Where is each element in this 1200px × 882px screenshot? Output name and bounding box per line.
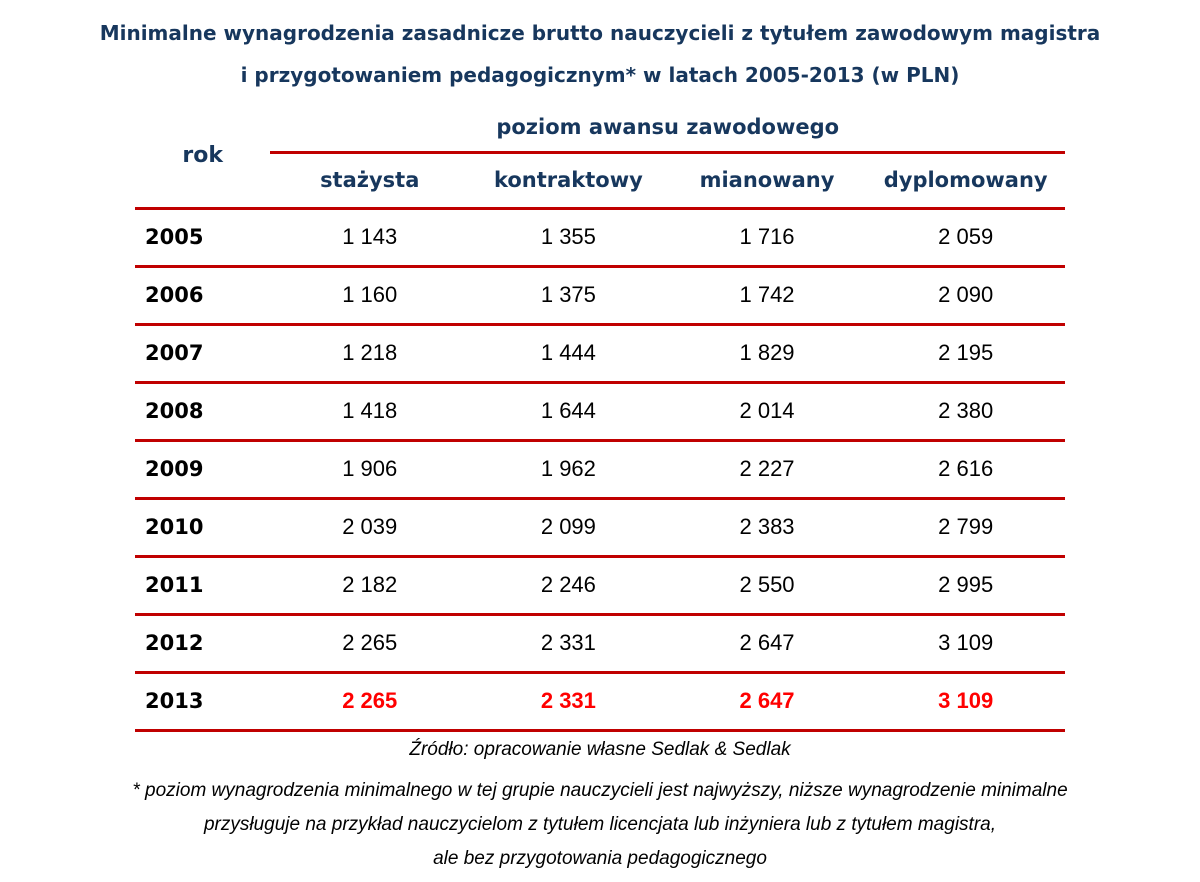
value-cell: 2 195 xyxy=(866,324,1065,384)
value-cell: 2 059 xyxy=(866,208,1065,268)
value-cell: 2 099 xyxy=(469,498,668,558)
value-cell: 1 218 xyxy=(270,324,470,384)
table-row: 2006 1 160 1 375 1 742 2 090 xyxy=(135,266,1065,326)
value-cell: 2 647 xyxy=(667,614,867,674)
value-cell: 2 265 xyxy=(270,672,470,732)
title-line-2: i przygotowaniem pedagogicznym* w latach… xyxy=(240,63,960,87)
table-row: 2005 1 143 1 355 1 716 2 059 xyxy=(135,208,1065,268)
value-cell: 2 616 xyxy=(866,440,1065,500)
title-line-1: Minimalne wynagrodzenia zasadnicze brutt… xyxy=(99,21,1101,45)
year-cell: 2008 xyxy=(135,382,271,442)
value-cell: 3 109 xyxy=(866,614,1065,674)
value-cell: 2 331 xyxy=(469,672,668,732)
footnote-line-1: * poziom wynagrodzenia minimalnego w tej… xyxy=(132,779,1068,801)
value-cell: 1 742 xyxy=(667,266,867,326)
value-cell: 1 355 xyxy=(469,208,668,268)
value-cell: 3 109 xyxy=(866,672,1065,732)
value-cell: 2 550 xyxy=(667,556,867,616)
value-cell: 2 995 xyxy=(866,556,1065,616)
row-header-rok: rok xyxy=(135,104,271,210)
value-cell: 2 331 xyxy=(469,614,668,674)
year-cell: 2012 xyxy=(135,614,271,674)
value-cell: 1 716 xyxy=(667,208,867,268)
table-row: 2011 2 182 2 246 2 550 2 995 xyxy=(135,556,1065,616)
column-header-stazysta: stażysta xyxy=(270,152,470,210)
value-cell: 2 014 xyxy=(667,382,867,442)
year-cell: 2011 xyxy=(135,556,271,616)
column-header-kontraktowy: kontraktowy xyxy=(469,152,668,210)
source-note: Źródło: opracowanie własne Sedlak & Sedl… xyxy=(409,738,791,760)
year-cell: 2010 xyxy=(135,498,271,558)
year-cell: 2007 xyxy=(135,324,271,384)
value-cell: 2 380 xyxy=(866,382,1065,442)
footnote: * poziom wynagrodzenia minimalnego w tej… xyxy=(0,774,1200,876)
value-cell: 1 906 xyxy=(270,440,470,500)
table-row-highlight-2013: 2013 2 265 2 331 2 647 3 109 xyxy=(135,672,1065,732)
value-cell: 1 160 xyxy=(270,266,470,326)
value-cell: 1 962 xyxy=(469,440,668,500)
table-row: 2009 1 906 1 962 2 227 2 616 xyxy=(135,440,1065,500)
value-cell: 2 039 xyxy=(270,498,470,558)
group-header-poziom-awansu: poziom awansu zawodowego xyxy=(270,104,1065,154)
value-cell: 1 143 xyxy=(270,208,470,268)
column-header-mianowany: mianowany xyxy=(667,152,867,210)
value-cell: 1 418 xyxy=(270,382,470,442)
table-row: 2007 1 218 1 444 1 829 2 195 xyxy=(135,324,1065,384)
table-row: 2008 1 418 1 644 2 014 2 380 xyxy=(135,382,1065,442)
value-cell: 2 090 xyxy=(866,266,1065,326)
table-row: 2010 2 039 2 099 2 383 2 799 xyxy=(135,498,1065,558)
value-cell: 2 383 xyxy=(667,498,867,558)
salary-table: rok poziom awansu zawodowego stażysta ko… xyxy=(135,104,1065,732)
year-cell: 2009 xyxy=(135,440,271,500)
value-cell: 1 375 xyxy=(469,266,668,326)
year-cell: 2006 xyxy=(135,266,271,326)
value-cell: 1 444 xyxy=(469,324,668,384)
value-cell: 1 644 xyxy=(469,382,668,442)
value-cell: 2 182 xyxy=(270,556,470,616)
table-row: 2012 2 265 2 331 2 647 3 109 xyxy=(135,614,1065,674)
year-cell: 2013 xyxy=(135,672,271,732)
group-header-row: rok poziom awansu zawodowego xyxy=(135,104,1065,210)
footnote-line-3: ale bez przygotowania pedagogicznego xyxy=(433,847,767,869)
column-header-dyplomowany: dyplomowany xyxy=(866,152,1065,210)
value-cell: 2 265 xyxy=(270,614,470,674)
value-cell: 2 647 xyxy=(667,672,867,732)
page-title: Minimalne wynagrodzenia zasadnicze brutt… xyxy=(0,12,1200,96)
column-header-row: stażysta kontraktowy mianowany dyplomowa… xyxy=(135,152,1065,210)
year-cell: 2005 xyxy=(135,208,271,268)
value-cell: 2 799 xyxy=(866,498,1065,558)
value-cell: 2 227 xyxy=(667,440,867,500)
value-cell: 2 246 xyxy=(469,556,668,616)
value-cell: 1 829 xyxy=(667,324,867,384)
footnote-line-2: przysługuje na przykład nauczycielom z t… xyxy=(203,813,996,835)
